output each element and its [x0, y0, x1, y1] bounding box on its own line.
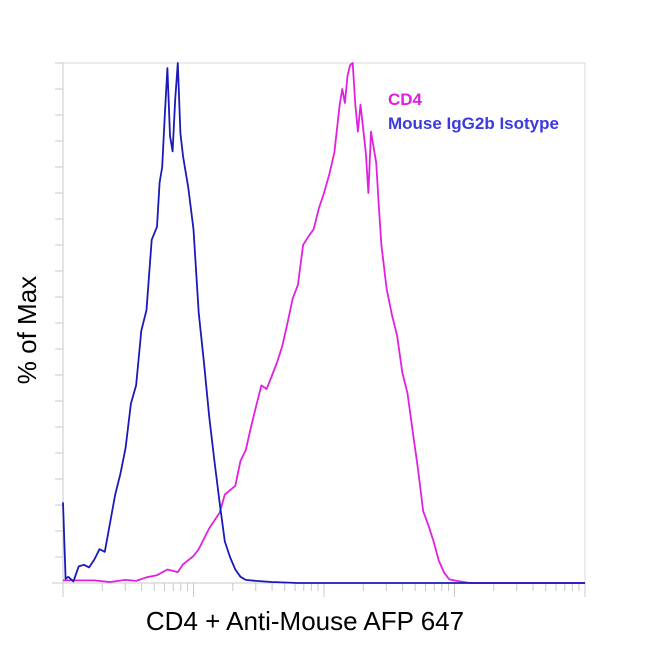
series-line-0 [63, 62, 585, 584]
x-axis-label: CD4 + Anti-Mouse AFP 647 [146, 606, 464, 636]
series-group [62, 62, 585, 584]
legend-entry-isotype: Mouse IgG2b Isotype [388, 114, 559, 133]
legend-entry-cd4: CD4 [388, 90, 423, 109]
y-axis-label: % of Max [12, 276, 42, 384]
axes [52, 62, 586, 597]
plot-frame [62, 62, 586, 584]
series-line-1 [62, 62, 585, 584]
